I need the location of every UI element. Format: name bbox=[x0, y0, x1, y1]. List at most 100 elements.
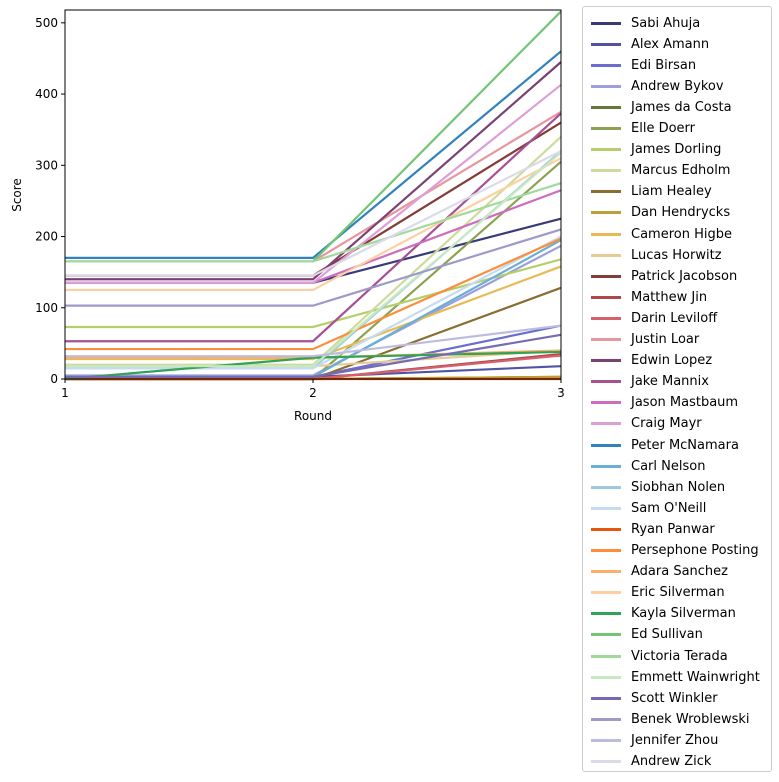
legend-item: Edi Birsan bbox=[591, 55, 696, 75]
series-line-andrew-zick bbox=[65, 150, 562, 277]
legend-label: James da Costa bbox=[631, 99, 732, 115]
legend-swatch bbox=[591, 232, 621, 236]
series-line-benek-wroblewski bbox=[65, 228, 562, 307]
legend-item: Cameron Higbe bbox=[591, 224, 732, 244]
legend-swatch bbox=[591, 338, 621, 341]
series-line-jake-mannix bbox=[65, 112, 562, 343]
y-tick-label: 100 bbox=[35, 301, 58, 315]
series-line-persephone-posting bbox=[65, 237, 562, 351]
legend-label: Darin Leviloff bbox=[631, 310, 718, 326]
legend-item: Eric Silverman bbox=[591, 583, 725, 603]
legend-item: Andrew Zick bbox=[591, 752, 711, 772]
legend-swatch bbox=[591, 295, 621, 299]
legend-label: Justin Loar bbox=[631, 332, 700, 347]
legend-swatch bbox=[591, 63, 621, 67]
legend-item: Jake Mannix bbox=[591, 372, 709, 392]
legend-item: Justin Loar bbox=[591, 330, 699, 350]
legend-item: Liam Healey bbox=[591, 182, 712, 202]
legend-swatch bbox=[591, 612, 621, 616]
y-tick-label: 300 bbox=[35, 158, 58, 172]
legend-swatch bbox=[591, 464, 621, 468]
legend-item: Emmett Wainwright bbox=[591, 667, 760, 687]
legend-swatch bbox=[591, 148, 621, 152]
legend-item: Edwin Lopez bbox=[591, 351, 712, 371]
series-line-ed-sullivan bbox=[65, 10, 562, 263]
legend-item: Lucas Horwitz bbox=[591, 245, 722, 265]
legend-swatch bbox=[591, 696, 621, 700]
legend-item: Andrew Bykov bbox=[591, 76, 724, 96]
legend-label: Emmett Wainwright bbox=[631, 669, 760, 685]
legend-label: Jason Mastbaum bbox=[631, 395, 739, 411]
series-line-marcus-edholm bbox=[65, 135, 562, 366]
legend-item: Alex Amann bbox=[591, 34, 709, 54]
legend-swatch bbox=[591, 654, 621, 658]
legend-item: James Dorling bbox=[591, 140, 721, 160]
legend-swatch bbox=[591, 760, 621, 763]
legend-label: Persephone Posting bbox=[631, 543, 759, 558]
legend-swatch bbox=[591, 21, 621, 25]
legend-item: Persephone Posting bbox=[591, 541, 759, 561]
legend-item: Jennifer Zhou bbox=[591, 730, 718, 750]
legend: Sabi Ahuja Alex Amann Edi Birsan Andrew Byk… bbox=[582, 6, 772, 772]
legend-label: Eric Silverman bbox=[631, 585, 725, 601]
legend-swatch bbox=[591, 169, 621, 173]
legend-label: Jennifer Zhou bbox=[631, 732, 719, 748]
legend-item: Scott Winkler bbox=[591, 688, 718, 708]
legend-item: Dan Hendrycks bbox=[591, 203, 730, 223]
legend-swatch bbox=[591, 211, 621, 215]
series-line-andrew-bykov bbox=[65, 244, 562, 377]
legend-swatch bbox=[591, 84, 621, 88]
legend-label: Edi Birsan bbox=[631, 57, 697, 73]
legend-label: Sabi Ahuja bbox=[631, 15, 701, 31]
legend-label: Carl Nelson bbox=[631, 458, 706, 474]
legend-swatch bbox=[591, 675, 621, 679]
series-line-peter-mcnamara bbox=[65, 50, 562, 259]
legend-swatch bbox=[591, 42, 621, 46]
legend-label: Craig Mayr bbox=[631, 416, 702, 432]
legend-label: Sam O'Neill bbox=[631, 500, 707, 516]
legend-item: Benek Wroblewski bbox=[591, 709, 750, 729]
legend-swatch bbox=[591, 274, 621, 278]
legend-label: Liam Healey bbox=[631, 184, 712, 200]
x-axis-label: Round bbox=[294, 409, 332, 423]
y-tick-label: 500 bbox=[35, 16, 58, 30]
legend-swatch bbox=[591, 316, 621, 320]
legend-swatch bbox=[591, 717, 621, 721]
legend-item: Peter McNamara bbox=[591, 435, 739, 455]
legend-label: Lucas Horwitz bbox=[631, 247, 722, 263]
legend-item: Ryan Panwar bbox=[591, 519, 715, 539]
legend-item: Sabi Ahuja bbox=[591, 13, 700, 33]
legend-label: James Dorling bbox=[631, 142, 722, 158]
legend-item: Patrick Jacobson bbox=[591, 266, 737, 286]
legend-label: Patrick Jacobson bbox=[631, 268, 738, 284]
legend-item: Kayla Silverman bbox=[591, 604, 736, 624]
legend-label: Scott Winkler bbox=[631, 690, 718, 706]
legend-item: Ed Sullivan bbox=[591, 625, 703, 645]
legend-swatch bbox=[591, 633, 621, 637]
legend-item: Darin Leviloff bbox=[591, 308, 717, 328]
legend-swatch bbox=[591, 527, 621, 531]
x-tick-label: 1 bbox=[61, 386, 69, 400]
legend-swatch bbox=[591, 506, 621, 510]
series-line-scott-winkler bbox=[65, 333, 562, 378]
legend-label: Siobhan Nolen bbox=[631, 479, 726, 495]
legend-swatch bbox=[591, 485, 621, 489]
series-line-craig-mayr bbox=[65, 83, 562, 284]
y-axis-label: Score bbox=[10, 178, 24, 212]
legend-label: Alex Amann bbox=[631, 36, 710, 52]
y-tick-label: 400 bbox=[35, 87, 58, 101]
legend-swatch bbox=[591, 253, 621, 257]
legend-swatch bbox=[591, 190, 621, 194]
legend-item: Marcus Edholm bbox=[591, 161, 730, 181]
legend-item: Adara Sanchez bbox=[591, 562, 728, 582]
legend-label: Dan Hendrycks bbox=[631, 205, 731, 221]
plot-frame bbox=[64, 9, 562, 380]
legend-label: Andrew Zick bbox=[631, 754, 712, 769]
legend-swatch bbox=[591, 127, 621, 130]
series-line-emmett-wainwright bbox=[65, 151, 562, 368]
legend-label: Ed Sullivan bbox=[631, 627, 703, 643]
legend-swatch bbox=[591, 570, 621, 574]
legend-label: Kayla Silverman bbox=[631, 606, 736, 622]
